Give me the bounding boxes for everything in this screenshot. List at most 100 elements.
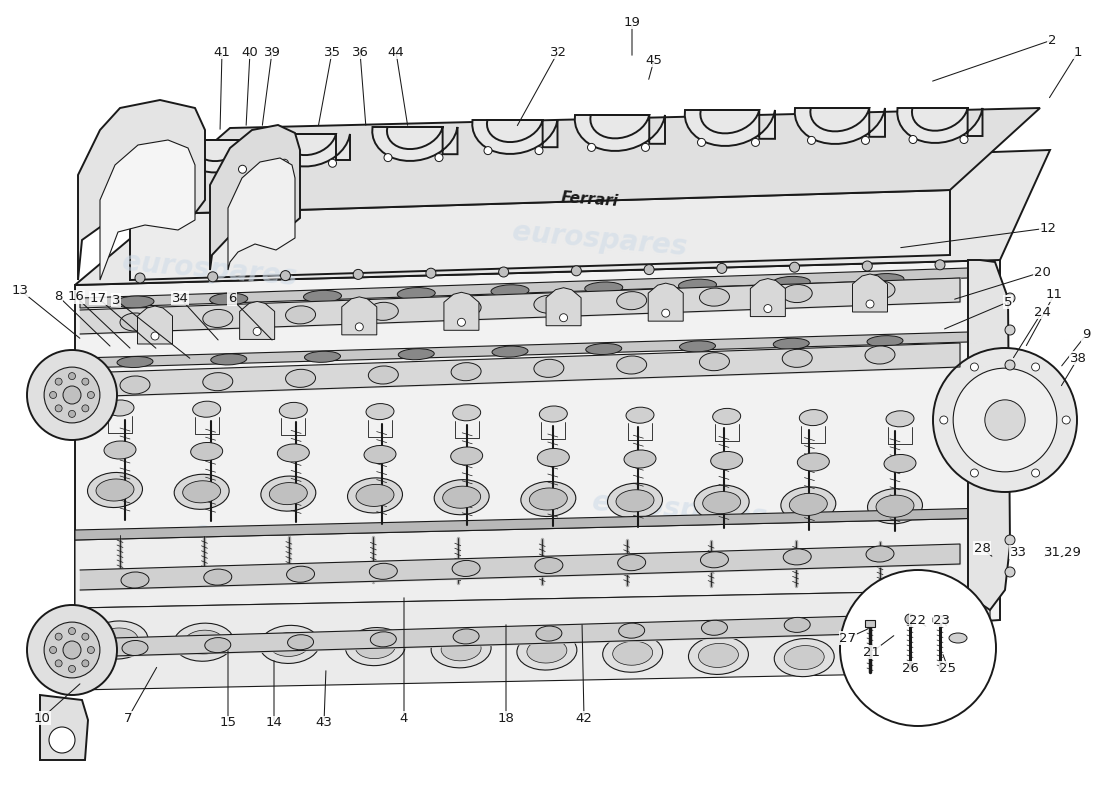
Ellipse shape [783,549,811,565]
Ellipse shape [865,281,895,299]
Polygon shape [750,278,785,317]
Polygon shape [228,158,295,270]
Ellipse shape [713,408,740,425]
FancyBboxPatch shape [865,620,874,627]
Ellipse shape [431,630,491,668]
Ellipse shape [860,641,920,679]
Ellipse shape [260,626,319,663]
Text: 7: 7 [123,711,132,725]
Polygon shape [80,268,968,308]
Ellipse shape [397,287,436,300]
Text: 45: 45 [646,54,662,66]
Polygon shape [270,134,350,166]
Ellipse shape [603,634,662,672]
Text: Ferrari: Ferrari [561,190,619,210]
Ellipse shape [536,626,562,641]
Ellipse shape [865,346,895,364]
Ellipse shape [174,623,234,662]
Ellipse shape [453,629,480,644]
Ellipse shape [867,336,903,346]
Ellipse shape [772,276,811,289]
Ellipse shape [529,488,568,510]
Ellipse shape [270,482,307,505]
Ellipse shape [616,490,654,512]
Circle shape [63,641,81,659]
Ellipse shape [790,494,827,515]
Circle shape [253,327,261,335]
Ellipse shape [453,405,481,421]
Circle shape [484,146,492,154]
Ellipse shape [784,646,824,670]
Circle shape [68,410,76,418]
Text: 10: 10 [34,711,51,725]
Circle shape [866,300,874,308]
Text: eurospares: eurospares [592,489,769,531]
Circle shape [840,570,996,726]
Text: 9: 9 [1081,329,1090,342]
Circle shape [280,159,288,167]
Circle shape [353,270,363,279]
Circle shape [909,135,917,143]
Ellipse shape [702,620,727,635]
Circle shape [1005,535,1015,545]
Ellipse shape [870,648,910,672]
Ellipse shape [539,406,568,422]
Circle shape [55,405,62,412]
Ellipse shape [120,313,150,331]
Circle shape [1005,325,1015,335]
Ellipse shape [784,618,811,632]
Ellipse shape [211,354,246,365]
Circle shape [329,159,337,167]
Ellipse shape [680,341,715,352]
Circle shape [1063,416,1070,424]
Ellipse shape [88,473,143,507]
Polygon shape [75,150,1050,285]
Text: 28: 28 [974,542,990,554]
Ellipse shape [711,451,742,470]
Polygon shape [852,274,888,312]
Circle shape [44,622,100,678]
Ellipse shape [527,639,566,663]
Ellipse shape [701,552,728,568]
Circle shape [50,391,56,398]
Text: 41: 41 [213,46,230,58]
Ellipse shape [866,546,894,562]
Polygon shape [795,108,886,144]
Ellipse shape [886,410,914,427]
Ellipse shape [689,636,748,674]
Circle shape [935,260,945,270]
Text: 11: 11 [1045,289,1063,302]
Text: 5: 5 [1003,295,1012,309]
Ellipse shape [88,621,148,659]
Ellipse shape [202,310,233,327]
Ellipse shape [106,400,134,416]
Ellipse shape [398,349,434,360]
Ellipse shape [104,441,136,459]
Polygon shape [75,590,990,690]
Text: 43: 43 [316,717,332,730]
Circle shape [68,627,76,634]
Circle shape [81,378,89,385]
Ellipse shape [585,282,623,294]
Ellipse shape [876,495,914,518]
Text: 16: 16 [67,290,85,303]
Ellipse shape [370,563,397,579]
Circle shape [587,143,595,151]
Ellipse shape [286,370,316,387]
Ellipse shape [618,554,646,570]
Ellipse shape [204,569,232,585]
Ellipse shape [190,442,222,461]
Circle shape [717,263,727,274]
Text: 33: 33 [1010,546,1026,558]
Ellipse shape [626,407,654,423]
Ellipse shape [98,628,138,652]
Text: 27: 27 [839,631,857,645]
Text: 40: 40 [242,46,258,58]
Circle shape [1032,363,1040,371]
Ellipse shape [122,641,149,655]
Circle shape [535,146,543,154]
Circle shape [790,262,800,272]
Ellipse shape [441,637,481,661]
Text: 19: 19 [624,15,640,29]
Polygon shape [75,508,990,540]
